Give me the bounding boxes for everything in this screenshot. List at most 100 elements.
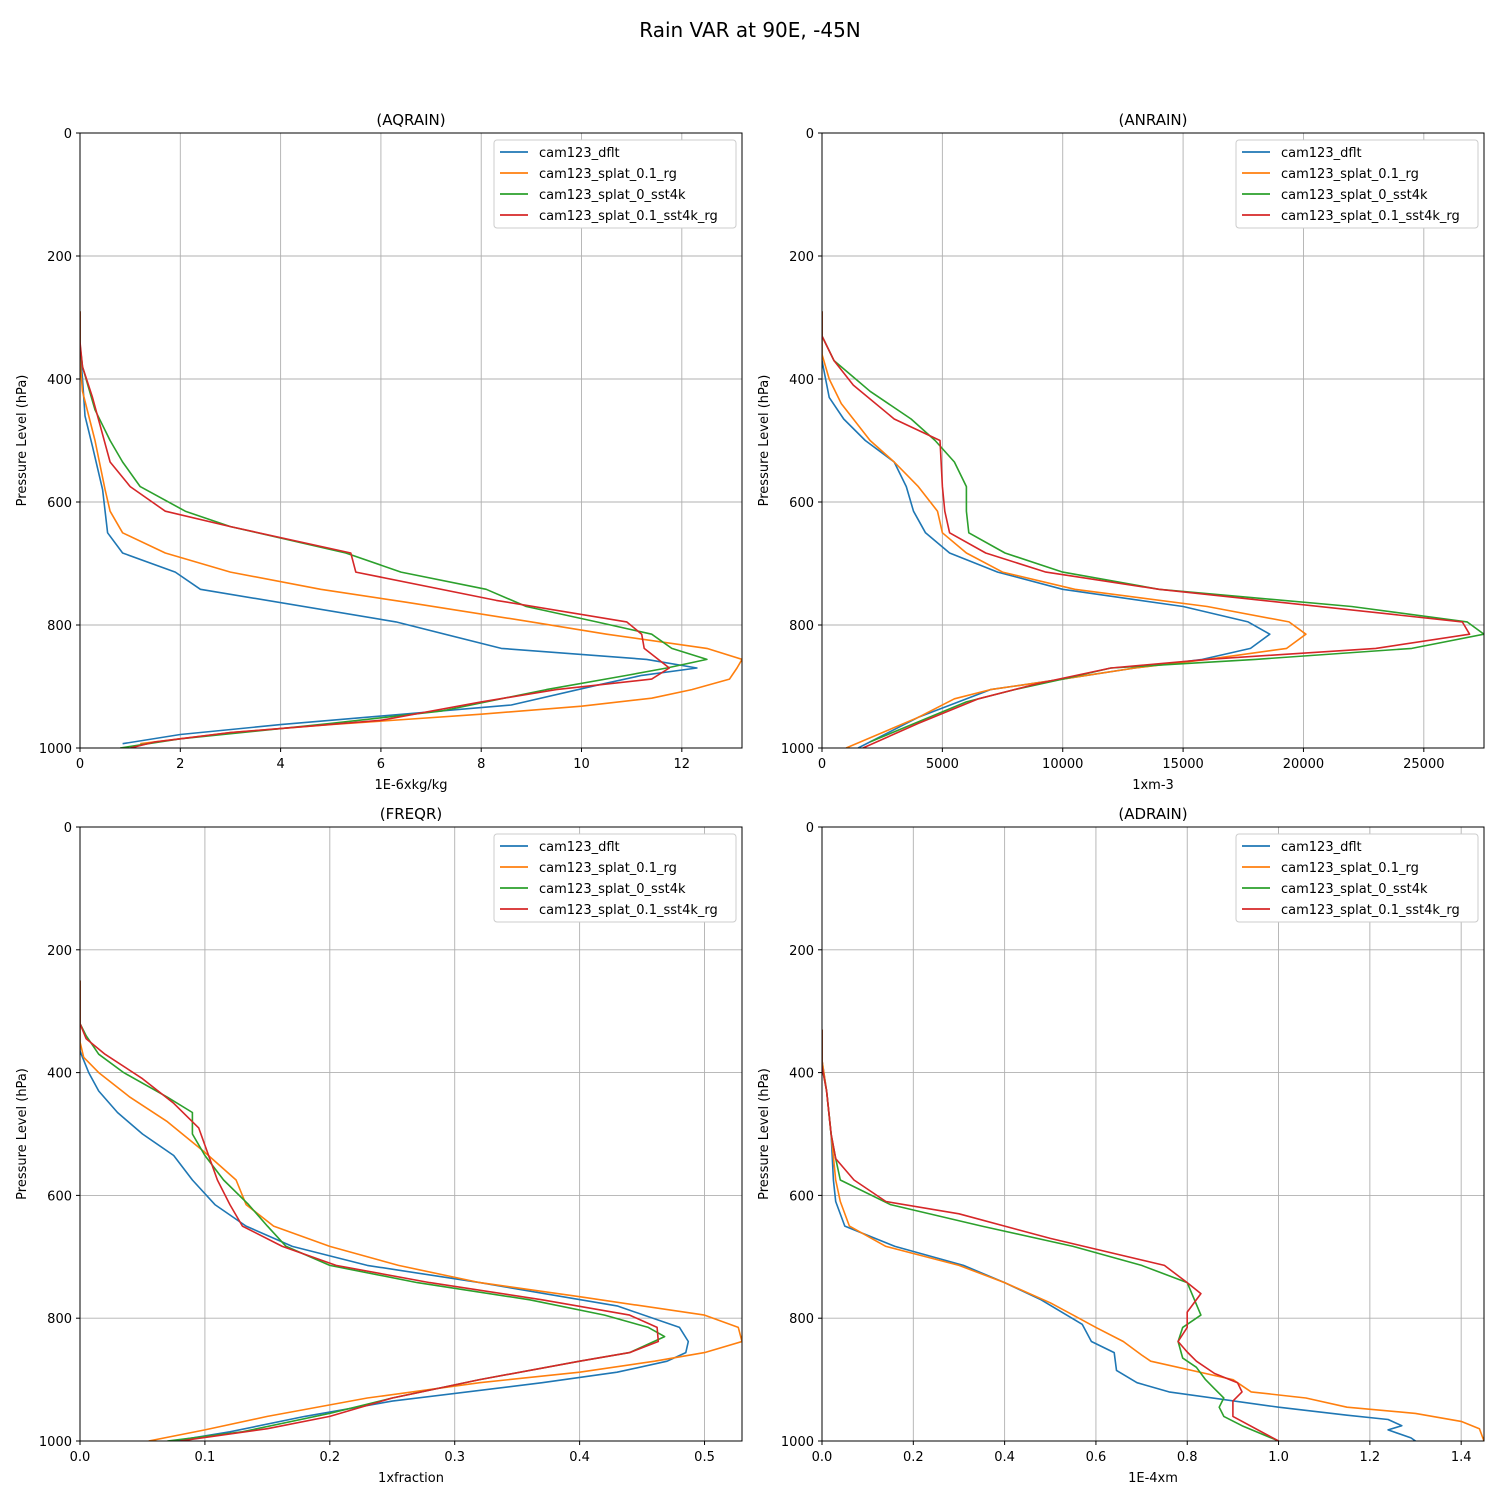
y-tick-label: 600 (789, 496, 814, 511)
y-tick-label: 400 (789, 373, 814, 388)
x-tick-label: 0 (76, 757, 84, 772)
plot-frame (79, 826, 743, 1442)
series-line-cam123_splat_0.1_sst4k_rg (80, 311, 671, 748)
y-tick-label: 200 (47, 250, 72, 265)
panel-title: (FREQR) (380, 805, 442, 823)
y-tick-label: 600 (47, 496, 72, 511)
legend-label: cam123_splat_0.1_rg (1281, 167, 1419, 182)
panel-title: (ADRAIN) (1118, 805, 1187, 823)
legend: cam123_dflt cam123_splat_0.1_rg cam123_spl… (1235, 139, 1479, 229)
y-axis-label: Pressure Level (hPa) (757, 1068, 772, 1200)
legend-label: cam123_dflt (539, 840, 620, 855)
x-tick-label: 0.0 (70, 1450, 91, 1465)
series-line-cam123_splat_0.1_sst4k_rg (80, 980, 660, 1441)
x-tick-label: 20000 (1283, 757, 1324, 772)
series-line-cam123_dflt (80, 311, 698, 745)
x-axis-label: 1E-4xm (1128, 1471, 1178, 1486)
chart-panel-3: 0.0 0.1 0.2 0.3 0.4 0.5 0 200 400 600 800 1000 (FREQ… (15, 805, 743, 1486)
legend-label: cam123_splat_0_sst4k (1281, 882, 1428, 897)
y-tick-label: 800 (47, 619, 72, 634)
legend-label: cam123_splat_0.1_rg (539, 167, 677, 182)
y-tick-label: 1000 (39, 742, 72, 757)
chart-panel-2: 0 5000 10000 15000 20000 25000 0 200 400 600 800 10… (757, 111, 1485, 793)
legend-box (1235, 833, 1479, 923)
x-tick-label: 10000 (1042, 757, 1083, 772)
series-line-cam123_splat_0_sst4k (822, 1029, 1279, 1441)
x-tick-label: 0.3 (444, 1450, 465, 1465)
y-tick-label: 1000 (781, 1435, 814, 1450)
series-line-cam123_dflt (822, 1029, 1416, 1441)
legend-label: cam123_splat_0.1_sst4k_rg (539, 903, 718, 918)
legend-label: cam123_dflt (539, 146, 620, 161)
x-tick-label: 0.6 (1086, 1450, 1107, 1465)
chart-panel-4: 0.0 0.2 0.4 0.6 0.8 1.0 1.2 1.4 0 200 400 600 800 100… (757, 805, 1485, 1486)
legend-label: cam123_splat_0.1_rg (539, 861, 677, 876)
panel-title: (ANRAIN) (1119, 111, 1188, 129)
series-line-cam123_dflt (80, 980, 690, 1441)
legend-label: cam123_splat_0.1_rg (1281, 861, 1419, 876)
y-axis-label: Pressure Level (hPa) (15, 1068, 30, 1200)
y-tick-label: 0 (806, 821, 814, 836)
y-tick-label: 600 (47, 1189, 72, 1204)
x-axis-label: 1E-6xkg/kg (374, 778, 447, 793)
legend-label: cam123_splat_0_sst4k (539, 188, 686, 203)
figure-title: Rain VAR at 90E, -45N (639, 18, 861, 42)
y-tick-label: 1000 (39, 1435, 72, 1450)
y-axis-label: Pressure Level (hPa) (757, 375, 772, 507)
series-line-cam123_splat_0.1_sst4k_rg (822, 311, 1471, 748)
plot-frame (79, 132, 743, 749)
y-tick-label: 200 (47, 944, 72, 959)
x-tick-label: 0.4 (994, 1450, 1015, 1465)
x-tick-label: 0.5 (694, 1450, 715, 1465)
x-tick-label: 1.4 (1451, 1450, 1472, 1465)
legend-label: cam123_splat_0_sst4k (539, 882, 686, 897)
series-line-cam123_splat_0.1_rg (80, 311, 742, 745)
y-tick-label: 0 (806, 127, 814, 142)
series-line-cam123_splat_0.1_rg (822, 311, 1307, 748)
y-tick-label: 800 (47, 1312, 72, 1327)
x-tick-label: 4 (276, 757, 284, 772)
y-tick-label: 0 (64, 127, 72, 142)
legend-box (1235, 139, 1479, 229)
legend: cam123_dflt cam123_splat_0.1_rg cam123_spl… (493, 139, 737, 229)
y-tick-label: 200 (789, 944, 814, 959)
legend-label: cam123_dflt (1281, 146, 1362, 161)
legend-box (493, 833, 737, 923)
legend: cam123_dflt cam123_splat_0.1_rg cam123_spl… (1235, 833, 1479, 923)
x-tick-label: 1.2 (1360, 1450, 1381, 1465)
legend-label: cam123_dflt (1281, 840, 1362, 855)
x-axis-label: 1xm-3 (1132, 778, 1174, 793)
series-line-cam123_splat_0.1_rg (822, 1029, 1484, 1441)
y-tick-label: 400 (47, 1067, 72, 1082)
plot-frame (821, 132, 1485, 749)
y-tick-label: 1000 (781, 742, 814, 757)
y-axis-label: Pressure Level (hPa) (15, 375, 30, 507)
chart-panel-1: 0 2 4 6 8 10 12 0 200 400 600 800 1000 (AQRAIN) 1E-6xk… (15, 111, 743, 793)
x-tick-label: 0.4 (569, 1450, 590, 1465)
series-line-cam123_splat_0.1_sst4k_rg (822, 1029, 1279, 1441)
x-tick-label: 1.0 (1268, 1450, 1289, 1465)
legend-label: cam123_splat_0.1_sst4k_rg (539, 209, 718, 224)
x-tick-label: 0.0 (812, 1450, 833, 1465)
y-tick-label: 400 (47, 373, 72, 388)
y-tick-label: 800 (789, 1312, 814, 1327)
x-tick-label: 15000 (1162, 757, 1203, 772)
y-tick-label: 800 (789, 619, 814, 634)
y-tick-label: 600 (789, 1189, 814, 1204)
y-tick-label: 400 (789, 1067, 814, 1082)
x-tick-label: 0.2 (903, 1450, 924, 1465)
x-tick-label: 8 (477, 757, 485, 772)
series-line-cam123_splat_0.1_rg (80, 980, 742, 1441)
x-tick-label: 0.2 (319, 1450, 340, 1465)
x-tick-label: 10 (573, 757, 590, 772)
x-tick-label: 0 (818, 757, 826, 772)
series-line-cam123_splat_0_sst4k (80, 311, 708, 748)
x-tick-label: 25000 (1403, 757, 1444, 772)
x-tick-label: 5000 (926, 757, 959, 772)
x-tick-label: 6 (377, 757, 385, 772)
x-axis-label: 1xfraction (378, 1471, 444, 1486)
x-tick-label: 0.1 (195, 1450, 216, 1465)
legend-box (493, 139, 737, 229)
x-tick-label: 12 (674, 757, 691, 772)
